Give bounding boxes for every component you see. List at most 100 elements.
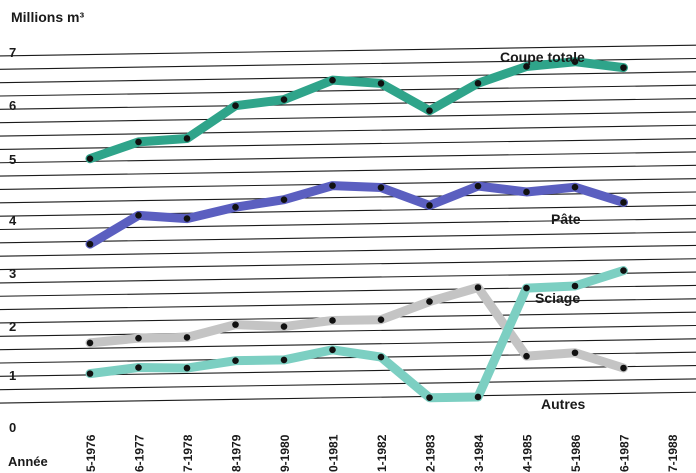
data-point	[426, 394, 433, 402]
x-tick-label: 0-1981	[327, 434, 341, 472]
grid-line	[0, 338, 696, 351]
data-point	[86, 155, 94, 162]
data-point	[329, 76, 336, 84]
x-tick-label: 1-1982	[375, 434, 389, 472]
data-point	[426, 202, 433, 209]
data-point	[571, 282, 579, 290]
data-point	[571, 58, 579, 66]
x-tick-label: 4-1985	[521, 434, 535, 472]
grid-line	[0, 191, 696, 204]
data-point	[183, 215, 191, 222]
grid-line	[0, 258, 696, 271]
data-point	[135, 212, 142, 219]
x-tick-label: 9-1980	[278, 434, 292, 472]
series-label: Autres	[541, 396, 586, 412]
series-line	[85, 266, 628, 403]
grid-line	[0, 324, 696, 337]
series-lines	[85, 57, 628, 403]
data-point	[377, 353, 385, 361]
data-point	[571, 349, 579, 357]
x-tick-label: 2-1983	[424, 434, 438, 472]
data-point	[571, 183, 579, 191]
y-tick-label: 7	[9, 45, 16, 60]
data-point	[377, 80, 385, 87]
x-tick-label: 5-1976	[84, 434, 98, 472]
x-tick-label: 8-1979	[230, 434, 244, 472]
grid-line	[0, 84, 696, 97]
data-point	[280, 356, 288, 364]
grid-line	[0, 98, 696, 110]
y-tick-label: 6	[9, 98, 16, 113]
grid-line	[0, 271, 696, 284]
x-tick-label: 6-1987	[618, 434, 632, 472]
data-point	[523, 188, 530, 196]
x-tick-label: 7-1988	[666, 434, 680, 472]
series-label: Coupe totale	[500, 49, 585, 65]
data-point	[523, 284, 530, 292]
data-point	[86, 240, 94, 248]
data-point	[280, 96, 288, 103]
grid-line	[0, 391, 696, 404]
grid-line	[0, 111, 696, 124]
y-tick-labels: 0 1 2 3 4 5 6 7	[9, 45, 17, 435]
grid-line	[0, 218, 696, 231]
y-tick-label: 2	[9, 319, 16, 334]
data-point	[135, 138, 142, 146]
data-point	[523, 63, 530, 70]
data-point	[86, 339, 94, 347]
y-tick-label: 4	[9, 213, 17, 228]
grid-line	[0, 231, 696, 244]
x-axis-label: Année	[8, 454, 48, 469]
data-point	[183, 364, 191, 372]
data-point	[280, 196, 288, 204]
y-tick-label: 3	[9, 266, 16, 281]
y-tick-label: 5	[9, 152, 16, 167]
grid-line	[0, 151, 696, 164]
x-tick-label: 7-1978	[181, 434, 195, 472]
grid-line	[0, 44, 696, 57]
grid-line	[0, 124, 696, 137]
grid-line	[0, 244, 696, 257]
data-point	[329, 346, 336, 354]
data-point	[474, 182, 482, 190]
data-point	[232, 357, 239, 364]
data-point	[183, 334, 191, 341]
data-point	[523, 352, 530, 360]
series-label: Sciage	[535, 290, 580, 306]
data-point	[474, 284, 482, 291]
data-point	[280, 323, 288, 330]
x-tick-label: 5-1986	[569, 434, 583, 472]
data-point	[620, 364, 627, 372]
data-point	[232, 102, 239, 109]
data-point	[426, 298, 433, 305]
data-point	[329, 182, 336, 189]
grid-line	[0, 298, 696, 311]
series-label: Pâte	[551, 211, 581, 227]
x-tick-labels: 5-1976 6-1977 7-1978 8-1979 9-1980 0-1981 1-19…	[84, 434, 680, 472]
grid-line	[0, 284, 696, 297]
data-point	[474, 393, 482, 401]
grid-line	[0, 378, 696, 391]
data-point	[86, 370, 94, 377]
series-line	[85, 181, 628, 249]
grid-line	[0, 204, 696, 217]
x-tick-label: 6-1977	[133, 434, 147, 472]
y-axis-label: Millions m³	[11, 9, 84, 25]
data-point	[232, 321, 239, 328]
data-point	[232, 203, 239, 211]
data-point	[620, 267, 627, 274]
data-point	[135, 364, 142, 371]
data-point	[377, 184, 385, 191]
data-point	[620, 64, 627, 71]
data-point	[620, 199, 627, 206]
data-point	[377, 316, 385, 324]
series-line	[85, 57, 628, 164]
grid-line	[0, 164, 696, 177]
grid-line	[0, 138, 696, 150]
data-point	[426, 107, 433, 114]
x-tick-label: 3-1984	[472, 434, 486, 472]
data-point	[329, 317, 336, 324]
series-line	[85, 283, 628, 373]
data-point	[135, 334, 142, 342]
